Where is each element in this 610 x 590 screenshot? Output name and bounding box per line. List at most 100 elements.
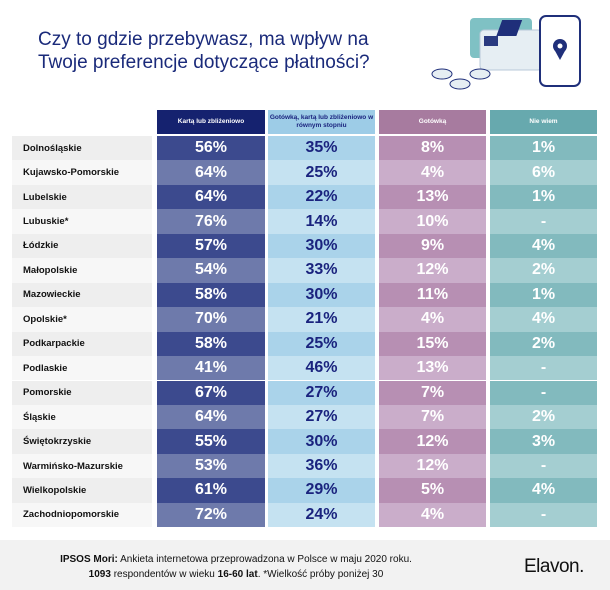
value-cell: 13% bbox=[379, 356, 486, 381]
value-cell: - bbox=[490, 502, 597, 528]
value-cell: 30% bbox=[268, 233, 375, 259]
value-cell: 33% bbox=[268, 258, 375, 283]
value-cell: 61% bbox=[157, 478, 265, 503]
value-cell: 55% bbox=[157, 429, 265, 454]
table-row: Zachodniopomorskie 72% 24% 4% - bbox=[0, 502, 610, 528]
column-header: Gotówką, kartą lub zbliżeniowo w równym … bbox=[268, 110, 375, 134]
table-row: Dolnośląskie 56% 35% 8% 1% bbox=[0, 136, 610, 161]
value-cell: - bbox=[490, 209, 597, 234]
value-cell: 57% bbox=[157, 233, 265, 259]
value-cell: 13% bbox=[379, 184, 486, 210]
value-cell: 41% bbox=[157, 356, 265, 381]
value-cell: 2% bbox=[490, 404, 597, 430]
value-cell: 30% bbox=[268, 282, 375, 308]
value-cell: 1% bbox=[490, 136, 597, 161]
value-cell: 2% bbox=[490, 331, 597, 356]
table-row: Kujawsko-Pomorskie 64% 25% 4% 6% bbox=[0, 160, 610, 185]
table-row: Małopolskie 54% 33% 12% 2% bbox=[0, 258, 610, 283]
value-cell: 12% bbox=[379, 429, 486, 454]
elavon-logo: Elavon. bbox=[524, 556, 584, 577]
table-row: Mazowieckie 58% 30% 11% 1% bbox=[0, 282, 610, 308]
table-row: Świętokrzyskie 55% 30% 12% 3% bbox=[0, 429, 610, 454]
value-cell: 46% bbox=[268, 356, 375, 381]
value-cell: 36% bbox=[268, 453, 375, 479]
value-cell: - bbox=[490, 453, 597, 479]
value-cell: 64% bbox=[157, 184, 265, 210]
region-name: Kujawsko-Pomorskie bbox=[12, 160, 152, 185]
respondent-count: 1093 bbox=[88, 569, 111, 580]
source-line1: Ankieta internetowa przeprowadzona w Pol… bbox=[117, 554, 412, 565]
region-name: Podkarpackie bbox=[12, 331, 152, 356]
column-header: Gotówką bbox=[379, 110, 486, 134]
value-cell: 35% bbox=[268, 136, 375, 161]
value-cell: 15% bbox=[379, 331, 486, 356]
value-cell: 4% bbox=[379, 502, 486, 528]
value-cell: 5% bbox=[379, 478, 486, 503]
table-row: Podlaskie 41% 46% 13% - bbox=[0, 356, 610, 381]
value-cell: 70% bbox=[157, 307, 265, 332]
value-cell: 27% bbox=[268, 404, 375, 430]
region-name: Łódzkie bbox=[12, 233, 152, 259]
value-cell: 9% bbox=[379, 233, 486, 259]
payment-illustration bbox=[431, 15, 581, 90]
source-note: IPSOS Mori: Ankieta internetowa przeprow… bbox=[36, 552, 436, 582]
value-cell: 11% bbox=[379, 282, 486, 308]
value-cell: 14% bbox=[268, 209, 375, 234]
table-row: Wielkopolskie 61% 29% 5% 4% bbox=[0, 478, 610, 503]
region-name: Dolnośląskie bbox=[12, 136, 152, 161]
value-cell: 1% bbox=[490, 184, 597, 210]
region-name: Mazowieckie bbox=[12, 282, 152, 308]
age-range: 16-60 lat bbox=[217, 569, 258, 580]
value-cell: 30% bbox=[268, 429, 375, 454]
page-title: Czy to gdzie przebywasz, ma wpływ na Two… bbox=[38, 29, 370, 73]
value-cell: 21% bbox=[268, 307, 375, 332]
value-cell: 58% bbox=[157, 282, 265, 308]
value-cell: 54% bbox=[157, 258, 265, 283]
value-cell: 58% bbox=[157, 331, 265, 356]
region-name: Zachodniopomorskie bbox=[12, 502, 152, 528]
region-name: Warmińsko-Mazurskie bbox=[12, 453, 152, 479]
value-cell: 4% bbox=[379, 307, 486, 332]
table-row: Lubelskie 64% 22% 13% 1% bbox=[0, 184, 610, 210]
value-cell: 64% bbox=[157, 160, 265, 185]
table-row: Lubuskie* 76% 14% 10% - bbox=[0, 209, 610, 234]
value-cell: 76% bbox=[157, 209, 265, 234]
value-cell: 22% bbox=[268, 184, 375, 210]
table-row: Śląskie 64% 27% 7% 2% bbox=[0, 404, 610, 430]
value-cell: 4% bbox=[379, 160, 486, 185]
results-table: Kartą lub zbliżeniowo Gotówką, kartą lub … bbox=[0, 100, 610, 540]
value-cell: 25% bbox=[268, 160, 375, 185]
table-row: Podkarpackie 58% 25% 15% 2% bbox=[0, 331, 610, 356]
value-cell: 56% bbox=[157, 136, 265, 161]
value-cell: 53% bbox=[157, 453, 265, 479]
value-cell: 25% bbox=[268, 331, 375, 356]
value-cell: 4% bbox=[490, 478, 597, 503]
region-name: Podlaskie bbox=[12, 356, 152, 381]
region-name: Świętokrzyskie bbox=[12, 429, 152, 454]
table-row: Warmińsko-Mazurskie 53% 36% 12% - bbox=[0, 453, 610, 479]
value-cell: 4% bbox=[490, 307, 597, 332]
source-line2b: . *Wielkość próby poniżej 30 bbox=[257, 569, 384, 580]
region-name: Pomorskie bbox=[12, 380, 152, 405]
value-cell: 12% bbox=[379, 258, 486, 283]
value-cell: 8% bbox=[379, 136, 486, 161]
value-cell: 24% bbox=[268, 502, 375, 528]
value-cell: - bbox=[490, 380, 597, 405]
value-cell: 27% bbox=[268, 380, 375, 405]
column-header: Kartą lub zbliżeniowo bbox=[157, 110, 265, 134]
value-cell: 4% bbox=[490, 233, 597, 259]
value-cell: 10% bbox=[379, 209, 486, 234]
region-name: Śląskie bbox=[12, 404, 152, 430]
table-row: Pomorskie 67% 27% 7% - bbox=[0, 380, 610, 405]
footer: IPSOS Mori: Ankieta internetowa przeprow… bbox=[0, 540, 610, 590]
value-cell: 3% bbox=[490, 429, 597, 454]
value-cell: - bbox=[490, 356, 597, 381]
value-cell: 6% bbox=[490, 160, 597, 185]
table-row: Opolskie* 70% 21% 4% 4% bbox=[0, 307, 610, 332]
value-cell: 12% bbox=[379, 453, 486, 479]
value-cell: 72% bbox=[157, 502, 265, 528]
region-name: Lubuskie* bbox=[12, 209, 152, 234]
value-cell: 64% bbox=[157, 404, 265, 430]
value-cell: 67% bbox=[157, 380, 265, 405]
value-cell: 1% bbox=[490, 282, 597, 308]
